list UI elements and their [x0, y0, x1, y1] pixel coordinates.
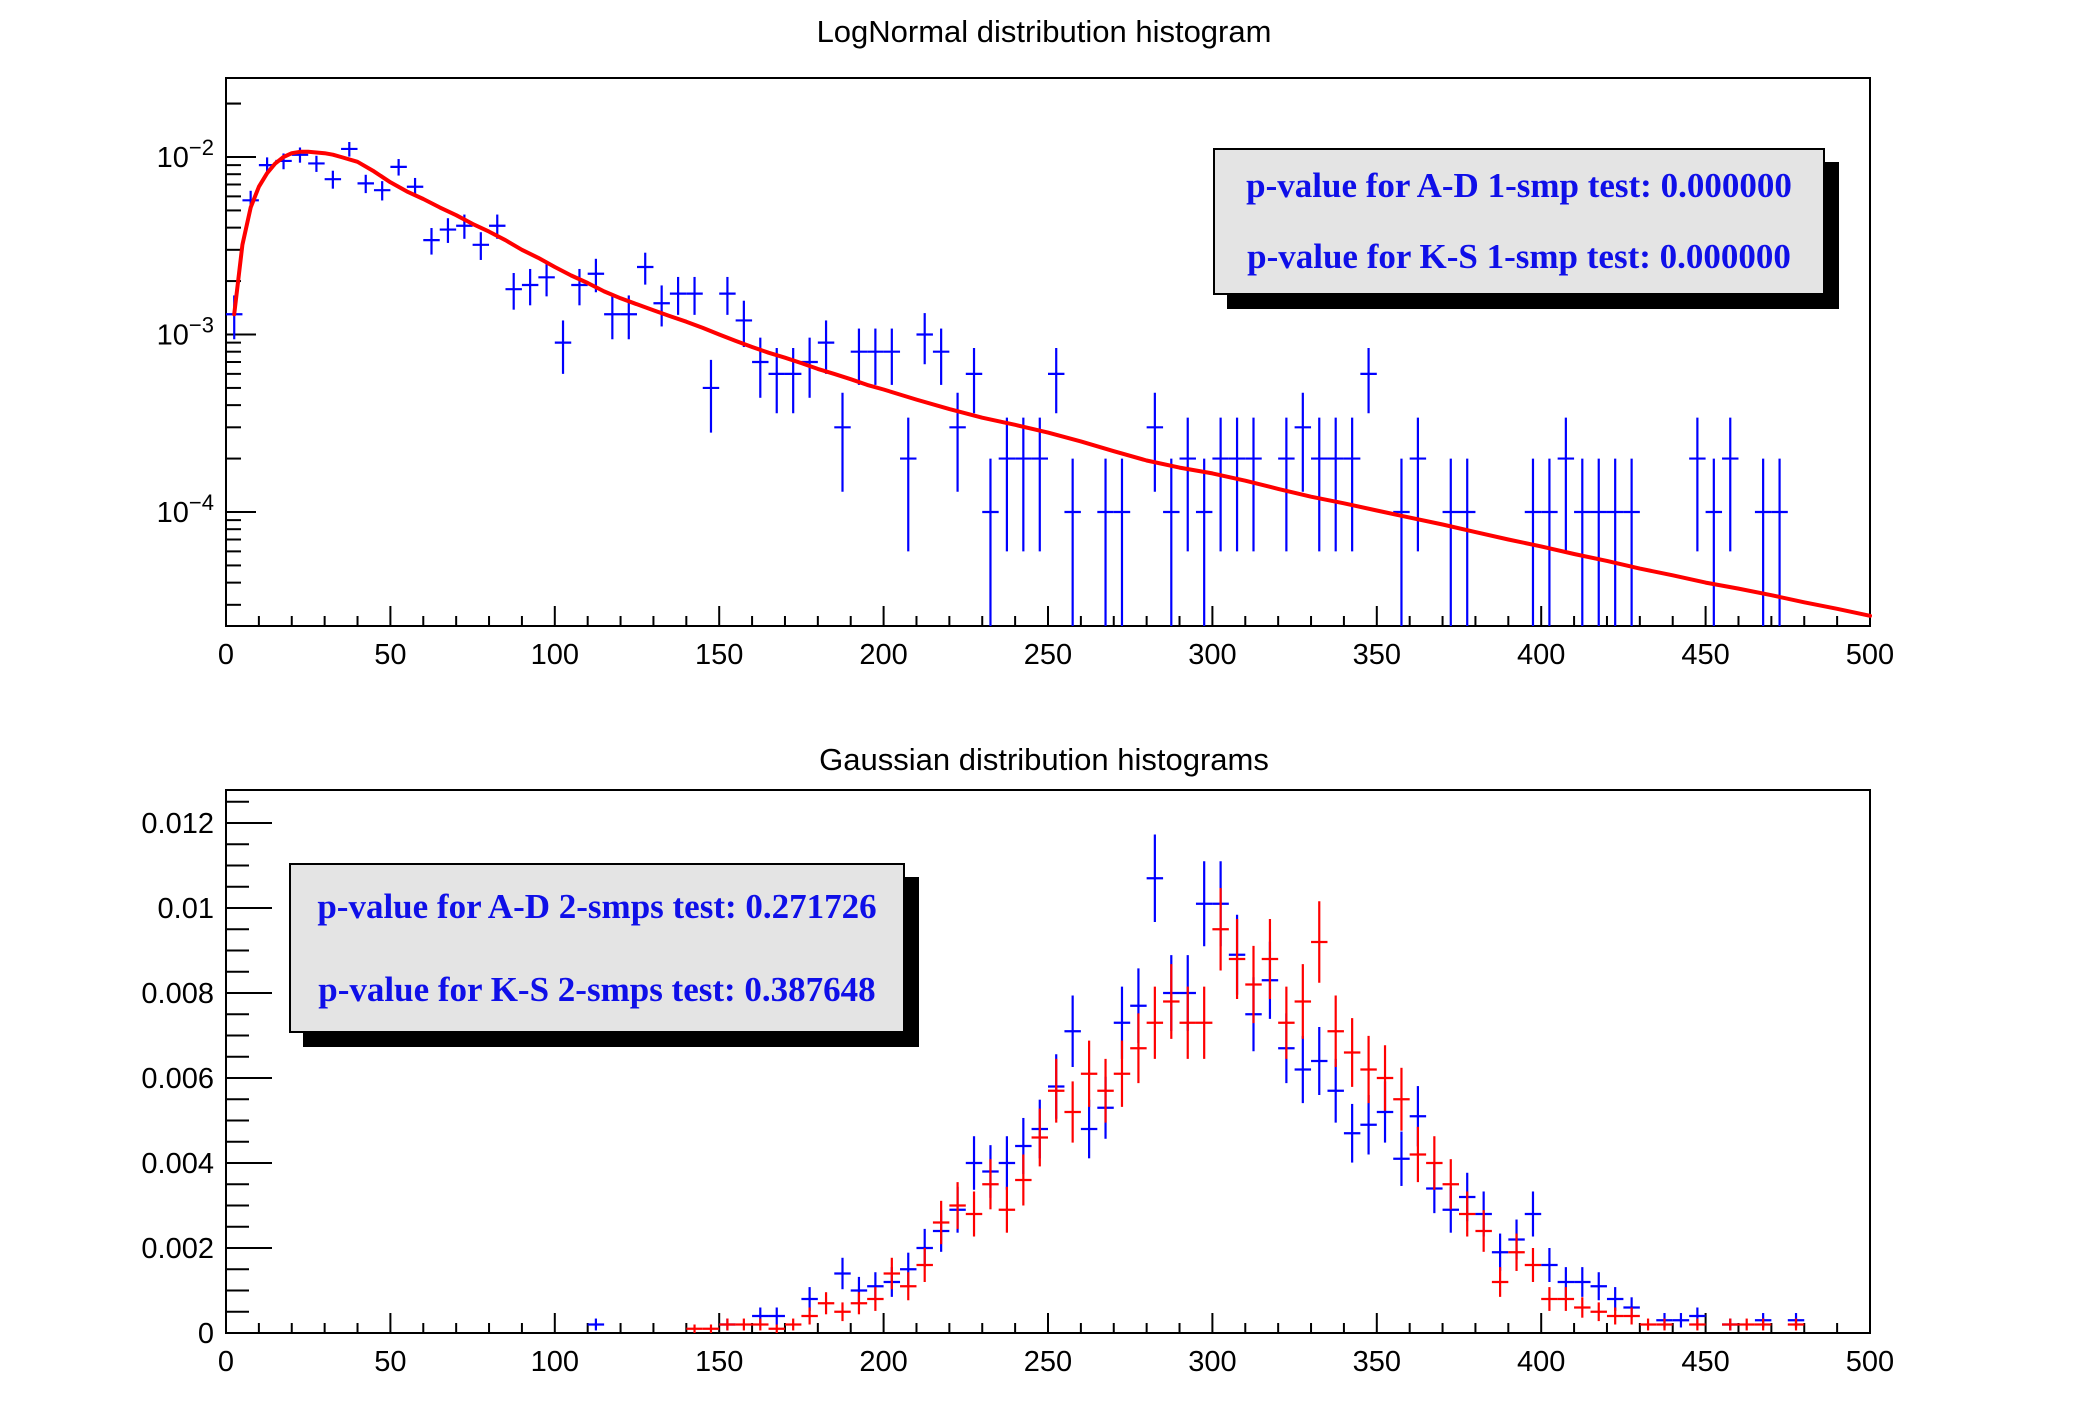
svg-text:10−3: 10−3 [157, 313, 214, 352]
svg-text:150: 150 [695, 1346, 743, 1378]
svg-text:0.004: 0.004 [141, 1148, 214, 1180]
svg-text:0.012: 0.012 [141, 808, 214, 840]
svg-text:0.008: 0.008 [141, 978, 214, 1010]
svg-text:0.01: 0.01 [158, 893, 214, 925]
svg-text:200: 200 [859, 639, 907, 671]
svg-text:450: 450 [1681, 1346, 1729, 1378]
svg-text:500: 500 [1846, 1346, 1894, 1378]
svg-text:10−4: 10−4 [157, 490, 214, 529]
bottom-pvalue-box: p-value for A-D 2-smps test: 0.271726 p-… [289, 863, 905, 1033]
svg-text:0.006: 0.006 [141, 1063, 214, 1095]
svg-text:400: 400 [1517, 1346, 1565, 1378]
svg-text:350: 350 [1353, 639, 1401, 671]
bottom-plot-title: Gaussian distribution histograms [819, 742, 1269, 777]
svg-text:400: 400 [1517, 639, 1565, 671]
svg-text:100: 100 [531, 639, 579, 671]
top-pvalue-box: p-value for A-D 1-smp test: 0.000000 p-v… [1213, 148, 1825, 295]
svg-text:250: 250 [1024, 639, 1072, 671]
ks-2smps-pvalue-text: p-value for K-S 2-smps test: 0.387648 [318, 969, 876, 1009]
svg-text:0: 0 [218, 1346, 234, 1378]
svg-text:50: 50 [374, 1346, 406, 1378]
svg-text:0: 0 [198, 1318, 214, 1350]
svg-text:250: 250 [1024, 1346, 1072, 1378]
top-x-axis: 0 50 100 150 200 250 300 350 400 450 500 [218, 606, 1894, 671]
top-plot-title: LogNormal distribution histogram [816, 14, 1272, 49]
svg-text:10−2: 10−2 [157, 135, 214, 174]
ks-1smp-pvalue-text: p-value for K-S 1-smp test: 0.000000 [1247, 237, 1791, 277]
svg-text:300: 300 [1188, 1346, 1236, 1378]
svg-text:0.002: 0.002 [141, 1233, 214, 1265]
top-y-axis: 10−2 10−3 10−4 [157, 102, 256, 606]
bottom-red-data-points [686, 888, 1805, 1333]
ad-2smps-pvalue-text: p-value for A-D 2-smps test: 0.271726 [317, 886, 877, 926]
svg-text:100: 100 [531, 1346, 579, 1378]
lognormal-fit-curve [232, 149, 1872, 618]
svg-text:50: 50 [374, 639, 406, 671]
svg-text:300: 300 [1188, 639, 1236, 671]
svg-text:150: 150 [695, 639, 743, 671]
ad-1smp-pvalue-text: p-value for A-D 1-smp test: 0.000000 [1246, 165, 1792, 205]
top-data-points [226, 141, 1788, 626]
bottom-x-axis: 0 50 100 150 200 250 300 350 400 450 500 [218, 1313, 1894, 1378]
bottom-y-axis: 0.012 0.01 0.008 0.006 0.004 0.002 0 [141, 800, 272, 1350]
svg-text:200: 200 [859, 1346, 907, 1378]
svg-text:500: 500 [1846, 639, 1894, 671]
svg-text:0: 0 [218, 639, 234, 671]
svg-text:450: 450 [1681, 639, 1729, 671]
svg-text:350: 350 [1353, 1346, 1401, 1378]
